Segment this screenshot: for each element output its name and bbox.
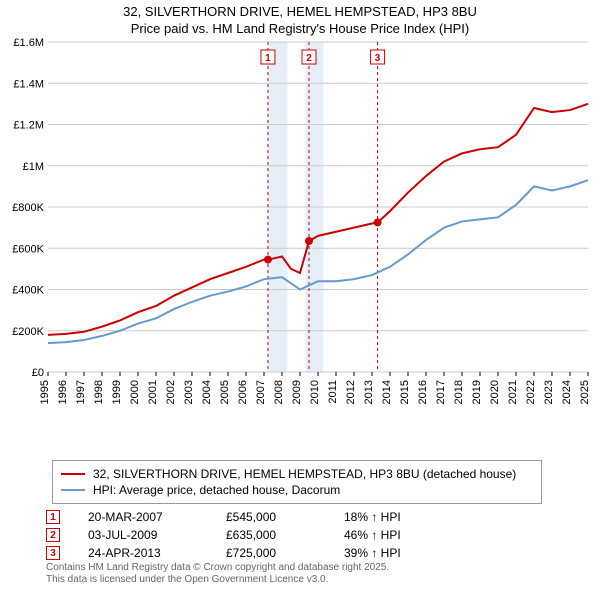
txn-price: £635,000 bbox=[226, 528, 316, 542]
txn-pct: 46% ↑ HPI bbox=[344, 528, 444, 542]
svg-text:2006: 2006 bbox=[237, 380, 249, 404]
chart-plot: £0£200K£400K£600K£800K£1M£1.2M£1.4M£1.6M… bbox=[48, 42, 588, 412]
table-row: 3 24-APR-2013 £725,000 39% ↑ HPI bbox=[46, 546, 444, 560]
svg-text:1: 1 bbox=[265, 53, 271, 64]
svg-text:2011: 2011 bbox=[327, 380, 339, 404]
title-line2: Price paid vs. HM Land Registry's House … bbox=[0, 21, 600, 38]
marker-badge: 3 bbox=[46, 546, 60, 560]
svg-text:2012: 2012 bbox=[345, 380, 357, 404]
txn-pct: 39% ↑ HPI bbox=[344, 546, 444, 560]
svg-text:2003: 2003 bbox=[183, 380, 195, 404]
txn-date: 03-JUL-2009 bbox=[88, 528, 198, 542]
svg-text:1999: 1999 bbox=[111, 380, 123, 404]
svg-text:2015: 2015 bbox=[399, 380, 411, 404]
svg-text:1998: 1998 bbox=[93, 380, 105, 404]
footer-attribution: Contains HM Land Registry data © Crown c… bbox=[46, 562, 389, 586]
svg-text:2: 2 bbox=[306, 53, 312, 64]
table-row: 2 03-JUL-2009 £635,000 46% ↑ HPI bbox=[46, 528, 444, 542]
txn-date: 24-APR-2013 bbox=[88, 546, 198, 560]
legend-item: 32, SILVERTHORN DRIVE, HEMEL HEMPSTEAD, … bbox=[61, 467, 533, 481]
svg-text:£1.2M: £1.2M bbox=[13, 120, 44, 132]
footer-line1: Contains HM Land Registry data © Crown c… bbox=[46, 562, 389, 574]
svg-text:2025: 2025 bbox=[579, 380, 591, 404]
svg-text:2009: 2009 bbox=[291, 380, 303, 404]
svg-text:2018: 2018 bbox=[453, 380, 465, 404]
svg-text:£0: £0 bbox=[32, 367, 44, 379]
legend-label: 32, SILVERTHORN DRIVE, HEMEL HEMPSTEAD, … bbox=[93, 467, 516, 481]
svg-text:1995: 1995 bbox=[39, 380, 51, 404]
title-line1: 32, SILVERTHORN DRIVE, HEMEL HEMPSTEAD, … bbox=[0, 4, 600, 21]
table-row: 1 20-MAR-2007 £545,000 18% ↑ HPI bbox=[46, 510, 444, 524]
svg-text:£200K: £200K bbox=[12, 326, 44, 338]
marker-badge: 1 bbox=[46, 510, 60, 524]
svg-text:2023: 2023 bbox=[543, 380, 555, 404]
svg-text:£400K: £400K bbox=[12, 285, 44, 297]
legend-swatch bbox=[61, 473, 85, 475]
svg-text:£1M: £1M bbox=[23, 161, 44, 173]
svg-text:2005: 2005 bbox=[219, 380, 231, 404]
marker-badge: 2 bbox=[46, 528, 60, 542]
svg-text:2017: 2017 bbox=[435, 380, 447, 404]
svg-text:2013: 2013 bbox=[363, 380, 375, 404]
chart-svg: £0£200K£400K£600K£800K£1M£1.2M£1.4M£1.6M… bbox=[48, 42, 588, 412]
svg-text:2022: 2022 bbox=[525, 380, 537, 404]
svg-text:£800K: £800K bbox=[12, 202, 44, 214]
legend-label: HPI: Average price, detached house, Daco… bbox=[93, 483, 340, 497]
svg-text:2010: 2010 bbox=[309, 380, 321, 404]
svg-text:2020: 2020 bbox=[489, 380, 501, 404]
legend-swatch bbox=[61, 489, 85, 491]
footer-line2: This data is licensed under the Open Gov… bbox=[46, 574, 389, 586]
svg-text:2016: 2016 bbox=[417, 380, 429, 404]
svg-text:£1.4M: £1.4M bbox=[13, 78, 44, 90]
svg-text:2004: 2004 bbox=[201, 380, 213, 404]
svg-text:1996: 1996 bbox=[57, 380, 69, 404]
legend: 32, SILVERTHORN DRIVE, HEMEL HEMPSTEAD, … bbox=[52, 460, 542, 504]
legend-item: HPI: Average price, detached house, Daco… bbox=[61, 483, 533, 497]
svg-text:£1.6M: £1.6M bbox=[13, 37, 44, 49]
svg-text:2008: 2008 bbox=[273, 380, 285, 404]
svg-text:2014: 2014 bbox=[381, 380, 393, 404]
svg-text:2007: 2007 bbox=[255, 380, 267, 404]
svg-text:2002: 2002 bbox=[165, 380, 177, 404]
txn-price: £725,000 bbox=[226, 546, 316, 560]
svg-text:2001: 2001 bbox=[147, 380, 159, 404]
chart-title: 32, SILVERTHORN DRIVE, HEMEL HEMPSTEAD, … bbox=[0, 0, 600, 38]
svg-text:3: 3 bbox=[375, 53, 381, 64]
svg-text:2019: 2019 bbox=[471, 380, 483, 404]
svg-text:£600K: £600K bbox=[12, 243, 44, 255]
txn-date: 20-MAR-2007 bbox=[88, 510, 198, 524]
svg-text:2024: 2024 bbox=[561, 380, 573, 404]
svg-text:2000: 2000 bbox=[129, 380, 141, 404]
txn-price: £545,000 bbox=[226, 510, 316, 524]
svg-text:1997: 1997 bbox=[75, 380, 87, 404]
svg-text:2021: 2021 bbox=[507, 380, 519, 404]
txn-pct: 18% ↑ HPI bbox=[344, 510, 444, 524]
transaction-table: 1 20-MAR-2007 £545,000 18% ↑ HPI 2 03-JU… bbox=[46, 506, 444, 564]
